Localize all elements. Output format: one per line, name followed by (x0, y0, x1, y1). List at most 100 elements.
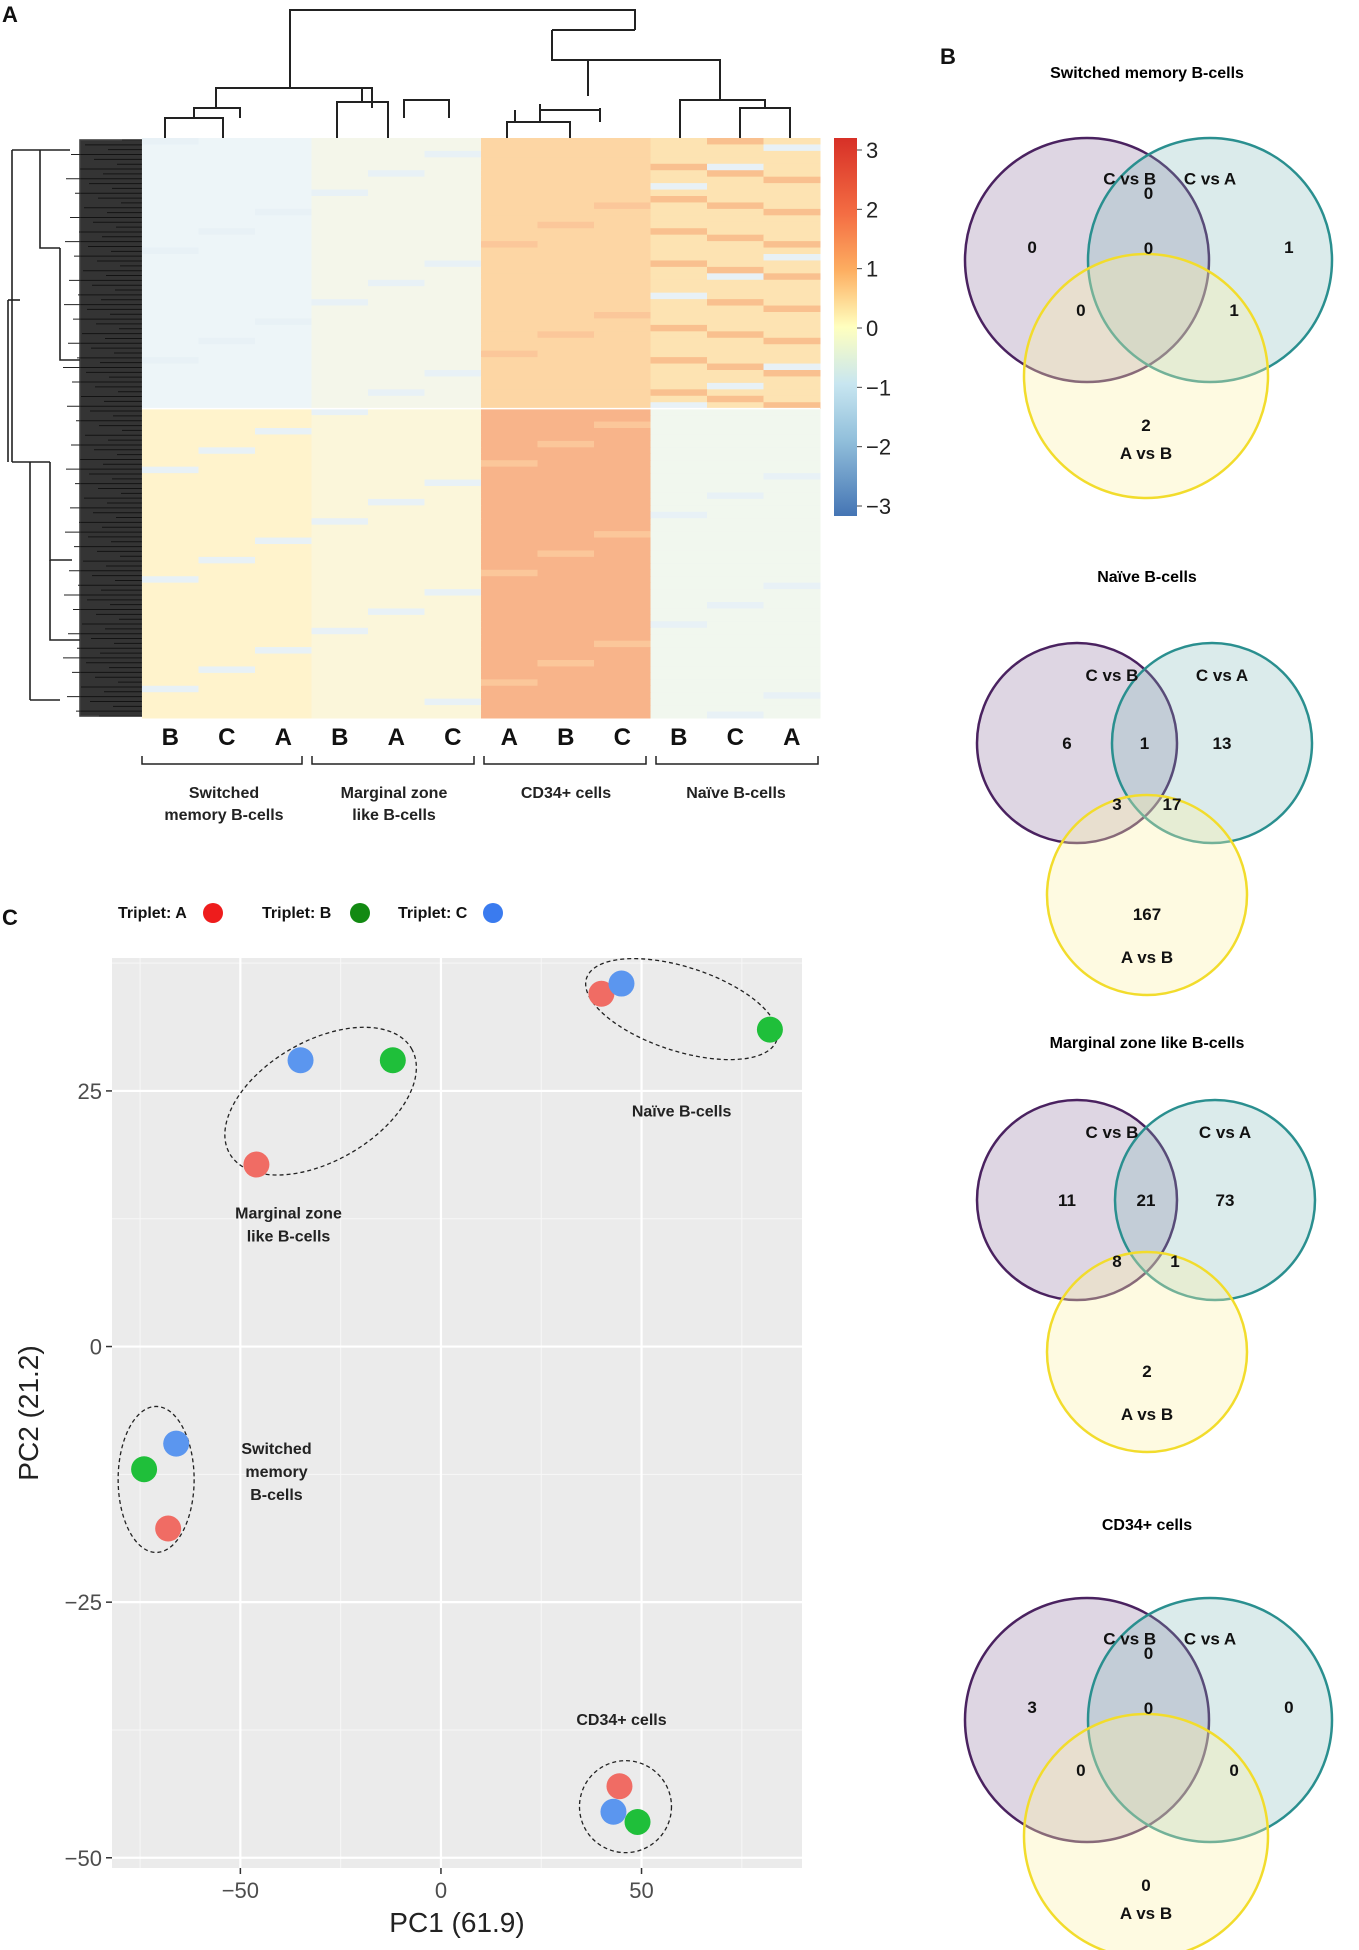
heatmap-cell (537, 614, 595, 622)
heatmap-cell (311, 382, 369, 390)
heatmap-cell (650, 576, 708, 584)
heatmap-cell (255, 176, 312, 184)
heatmap-cell (537, 157, 595, 165)
column-label: B (670, 724, 687, 751)
heatmap-cell (537, 389, 595, 397)
scale-tick-label: −1 (866, 375, 891, 400)
cluster-label-cd34: CD34+ cells (576, 1712, 666, 1729)
heatmap-cell (255, 221, 312, 229)
heatmap-cell (311, 614, 369, 622)
heatmap-cell (368, 492, 425, 500)
heatmap-cell (707, 524, 764, 532)
venn-count-cb-ab: 0 (1076, 1761, 1085, 1780)
heatmap-cell (142, 621, 199, 629)
heatmap-cell (368, 640, 425, 648)
heatmap-cell (311, 466, 369, 474)
heatmap-cell (311, 254, 369, 261)
heatmap-cell (424, 183, 482, 191)
heatmap-cell (255, 589, 312, 597)
heatmap-cell (311, 440, 369, 448)
heatmap-cell (255, 531, 312, 539)
venn-count-ca-ab: 1 (1170, 1252, 1179, 1271)
heatmap-cell (424, 434, 482, 442)
heatmap-cell (255, 595, 312, 603)
heatmap-cell (198, 241, 256, 249)
heatmap-cell (481, 453, 538, 461)
heatmap-cell (311, 312, 369, 319)
heatmap-cell (707, 196, 764, 203)
heatmap-cell (255, 479, 312, 487)
heatmap-cell (481, 640, 538, 648)
heatmap-cell (650, 221, 708, 229)
pca-point (155, 1515, 182, 1542)
heatmap-cell (368, 705, 425, 713)
heatmap-cell (311, 408, 369, 416)
heatmap-cell (198, 344, 256, 352)
heatmap-cell (142, 428, 199, 435)
heatmap-cell (311, 331, 369, 339)
heatmap-cell (311, 370, 369, 377)
heatmap-cell (368, 228, 425, 236)
heatmap-cell (255, 621, 312, 629)
heatmap-cell (650, 215, 708, 223)
heatmap-cell (198, 660, 256, 667)
heatmap-cell (481, 292, 538, 300)
heatmap-cell (594, 421, 651, 429)
heatmap-cell (311, 415, 369, 423)
heatmap-cell (650, 679, 708, 687)
venn-count-cb-ca: 0 (1144, 1644, 1153, 1663)
heatmap-cell (142, 627, 199, 635)
heatmap-cell (142, 563, 199, 571)
heatmap-cell (650, 544, 708, 551)
heatmap-cell (594, 705, 651, 713)
heatmap-cell (481, 234, 538, 242)
heatmap-cell (707, 511, 764, 519)
heatmap-cell (255, 183, 312, 191)
heatmap-cell (142, 492, 199, 500)
heatmap-cell (424, 511, 482, 519)
heatmap-cell (311, 647, 369, 655)
heatmap-cell (311, 666, 369, 674)
venn-count-ab-only: 2 (1142, 1362, 1151, 1381)
heatmap-cell (198, 640, 256, 648)
column-label: B (331, 724, 348, 751)
heatmap-cell (424, 589, 482, 597)
heatmap-cell (311, 196, 369, 203)
heatmap-cell (198, 556, 256, 564)
heatmap-cell (368, 183, 425, 191)
heatmap-cell (707, 505, 764, 513)
heatmap-cell (311, 460, 369, 468)
heatmap-cell (255, 627, 312, 635)
heatmap-cell (481, 576, 538, 584)
venn-count-all: 0 (1144, 1699, 1153, 1718)
heatmap-cell (142, 286, 199, 294)
venn-label-c-vs-b: C vs B (1103, 169, 1156, 188)
venn-label-c-vs-a: C vs A (1199, 1123, 1251, 1142)
heatmap-cell (537, 344, 595, 352)
heatmap-cell (311, 621, 369, 629)
heatmap-cell (368, 589, 425, 597)
heatmap-cell (650, 556, 708, 564)
venn-title: Naïve B-cells (1097, 569, 1197, 586)
heatmap-cell (311, 202, 369, 210)
heatmap-cell (650, 602, 708, 609)
heatmap-cell (142, 150, 199, 158)
heatmap-cell (311, 150, 369, 158)
heatmap-cell (142, 415, 199, 423)
heatmap-cell (142, 344, 199, 352)
heatmap-cell (594, 183, 651, 191)
heatmap-cell (763, 563, 821, 571)
heatmap-cell (311, 505, 369, 513)
y-tick-label: −25 (65, 1590, 102, 1615)
heatmap-cell (594, 544, 651, 551)
heatmap-cell (594, 518, 651, 526)
heatmap-cell (763, 241, 821, 249)
heatmap-cell (255, 370, 312, 377)
heatmap-cell (368, 350, 425, 358)
heatmap-cell (142, 679, 199, 687)
heatmap-cell (707, 666, 764, 674)
heatmap-cell (594, 279, 651, 287)
heatmap-cell (255, 524, 312, 532)
heatmap-cell (311, 531, 369, 539)
heatmap-cell (142, 157, 199, 165)
